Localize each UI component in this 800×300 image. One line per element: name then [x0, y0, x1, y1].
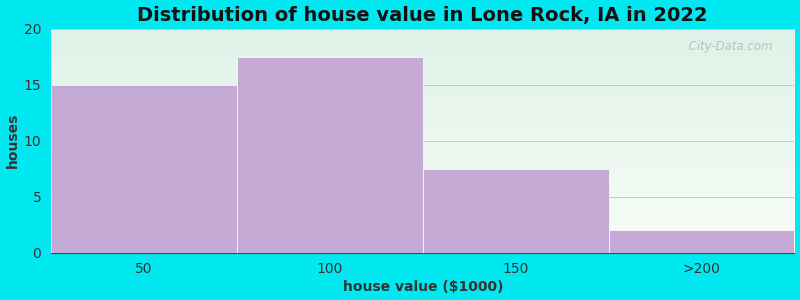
Text: City-Data.com: City-Data.com — [681, 40, 772, 53]
Bar — [609, 230, 794, 253]
Y-axis label: houses: houses — [6, 113, 19, 168]
Bar — [51, 85, 237, 253]
Bar — [237, 57, 422, 253]
Bar — [422, 169, 609, 253]
X-axis label: house value ($1000): house value ($1000) — [342, 280, 503, 294]
Title: Distribution of house value in Lone Rock, IA in 2022: Distribution of house value in Lone Rock… — [138, 6, 708, 25]
